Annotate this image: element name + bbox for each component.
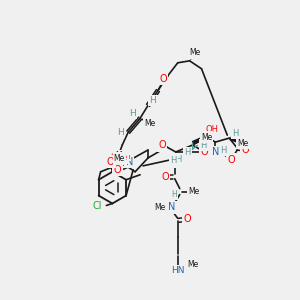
Text: Me: Me <box>116 152 127 160</box>
Text: O: O <box>184 214 191 224</box>
Text: OMe: OMe <box>111 153 128 162</box>
Text: Me: Me <box>188 187 199 196</box>
Text: O: O <box>227 155 235 165</box>
Text: H: H <box>117 128 124 137</box>
Text: Me: Me <box>154 203 166 212</box>
Text: H: H <box>176 155 182 164</box>
Text: Me: Me <box>187 260 198 269</box>
Text: Me: Me <box>114 154 125 164</box>
Text: O: O <box>171 157 178 167</box>
Text: O: O <box>113 165 121 175</box>
Text: methyl: methyl <box>108 155 130 160</box>
Text: O: O <box>106 157 114 167</box>
Text: H: H <box>171 156 177 165</box>
Text: O: O <box>241 145 249 155</box>
Text: Me: Me <box>238 139 249 148</box>
Text: H: H <box>220 146 226 154</box>
Text: Me: Me <box>189 48 200 57</box>
Text: O: O <box>201 147 208 157</box>
Text: Me: Me <box>201 133 212 142</box>
Text: OH: OH <box>206 125 219 134</box>
Text: Me: Me <box>144 119 156 128</box>
Text: H: H <box>129 109 136 118</box>
Text: N: N <box>212 147 219 157</box>
Text: H: H <box>184 148 191 158</box>
Text: Cl: Cl <box>93 202 102 212</box>
Text: H: H <box>171 190 177 199</box>
Text: O: O <box>158 140 166 150</box>
Text: H: H <box>150 96 156 105</box>
Text: N: N <box>125 157 133 167</box>
Text: O: O <box>159 74 167 84</box>
Text: O: O <box>106 157 114 167</box>
Text: N: N <box>168 202 176 212</box>
Text: O: O <box>161 172 169 182</box>
Text: H: H <box>232 129 238 138</box>
Text: H: H <box>200 140 207 149</box>
Text: HN: HN <box>171 266 184 275</box>
